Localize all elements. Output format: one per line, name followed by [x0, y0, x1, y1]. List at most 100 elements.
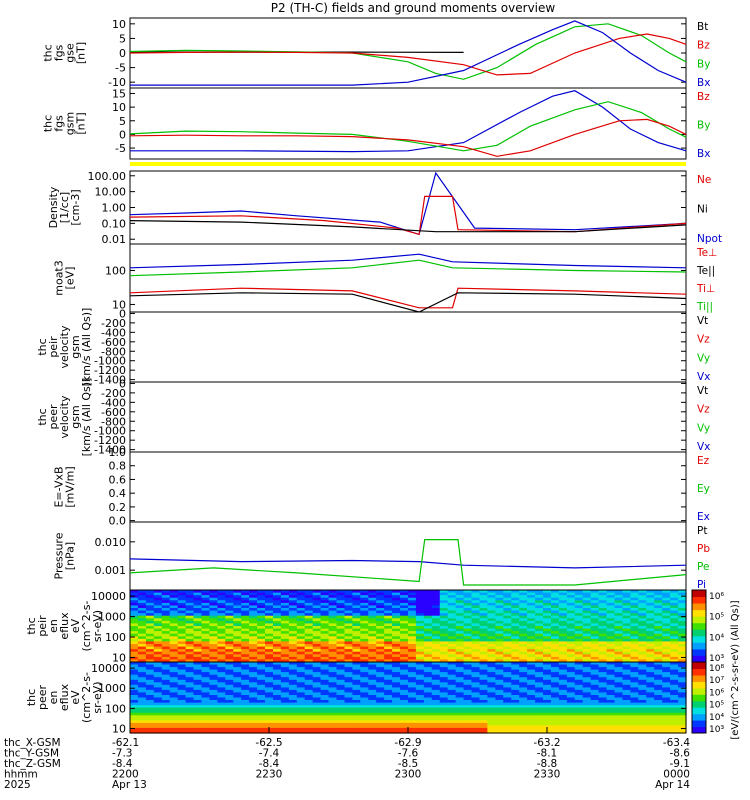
spectrogram-cell [630, 600, 639, 604]
spectrogram-cell [423, 610, 433, 614]
spectrogram-cell [233, 618, 242, 622]
spectrogram-cell [646, 608, 655, 612]
spectrogram-cell [511, 618, 520, 622]
spectrogram-cell [638, 677, 647, 681]
spectrogram-cell [447, 672, 457, 676]
spectrogram-cell [233, 672, 242, 676]
spectrogram-cell [471, 615, 480, 619]
y-tick-label: 10 [112, 723, 126, 736]
spectrogram-cell [233, 631, 242, 635]
spectrogram-cell [344, 651, 353, 655]
spectrogram-cell [209, 705, 218, 709]
spectrogram-cell [273, 707, 282, 711]
spectrogram-cell [558, 722, 568, 726]
spectrogram-cell [137, 727, 147, 731]
spectrogram-cell [455, 710, 465, 714]
spectrogram-cell [503, 725, 512, 729]
spectrogram-cell [622, 649, 631, 653]
spectrogram-cell [130, 697, 139, 701]
spectrogram-cell [638, 697, 647, 701]
y-tick-label: 1.0 [109, 446, 127, 459]
spectrogram-cell [614, 628, 623, 632]
spectrogram-cell [646, 674, 655, 678]
spectrogram-cell [249, 623, 258, 627]
spectrogram-cell [130, 646, 139, 650]
spectrogram-cell [455, 705, 465, 709]
spectrogram-cell [352, 682, 361, 686]
spectrogram-cell [455, 697, 465, 701]
spectrogram-cell [447, 590, 457, 594]
spectrogram-cell [646, 687, 655, 691]
spectrogram-cell [654, 602, 663, 607]
spectrogram-cell [463, 613, 473, 617]
spectrogram-cell [400, 626, 409, 630]
spectrogram-cell [582, 702, 592, 706]
spectrogram-cell [280, 592, 290, 596]
spectrogram-cell [678, 636, 687, 640]
spectrogram-cell [423, 715, 433, 719]
spectrogram-cell [678, 628, 687, 632]
spectrogram-cell [511, 674, 520, 678]
spectrogram-cell [654, 651, 663, 655]
spectrogram-cell [273, 700, 282, 704]
spectrogram-cell [415, 633, 425, 637]
spectrogram-cell [265, 672, 274, 676]
spectrogram-cell [328, 613, 338, 617]
spectrogram-cell [153, 626, 163, 630]
spectrogram-cell [280, 638, 290, 643]
spectrogram-cell [678, 649, 687, 653]
spectrogram-cell [360, 717, 369, 721]
spectrogram-cell [130, 687, 139, 691]
spectrogram-cell [590, 595, 600, 599]
spectrogram-cell [209, 730, 218, 734]
spectrogram-cell [638, 592, 647, 596]
spectrogram-cell [423, 646, 433, 650]
spectrogram-cell [455, 626, 465, 630]
spectrogram-cell [368, 674, 377, 678]
spectrogram-cell [662, 654, 671, 658]
spectrogram-cell [511, 687, 520, 691]
spectrogram-cell [479, 600, 488, 604]
spectrogram-cell [400, 620, 409, 625]
spectrogram-cell [304, 608, 314, 612]
spectrogram-cell [288, 649, 298, 653]
spectrogram-cell [670, 600, 679, 604]
spectrogram-cell [265, 636, 274, 640]
spectrogram-cell [273, 720, 282, 724]
spectrogram-cell [630, 720, 639, 724]
spectrogram-cell [408, 717, 417, 721]
spectrogram-cell [662, 672, 671, 676]
spectrogram-cell [336, 605, 345, 609]
spectrogram-cell [344, 689, 353, 693]
spectrogram-cell [392, 677, 401, 681]
spectrogram-cell [590, 715, 600, 719]
spectrogram-cell [320, 597, 330, 601]
spectrogram-cell [225, 725, 234, 729]
spectrogram-cell [455, 687, 465, 691]
spectrogram-cell [400, 659, 409, 663]
spectrogram-cell [447, 715, 457, 719]
spectrogram-cell [368, 722, 377, 726]
spectrogram-cell [137, 602, 147, 607]
spectrogram-cell [217, 646, 226, 650]
spectrogram-cell [598, 592, 608, 596]
spectrogram-cell [455, 646, 465, 650]
spectrogram-cell [511, 672, 520, 676]
spectrogram-cell [447, 602, 457, 607]
spectrogram-cell [598, 590, 608, 594]
spectrogram-cell [153, 674, 163, 678]
spectrogram-cell [384, 692, 393, 696]
spectrogram-cell [233, 605, 242, 609]
spectrogram-cell [614, 646, 623, 650]
spectrogram-cell [566, 702, 576, 706]
spectrogram-cell [455, 638, 465, 643]
spectrogram-cell [177, 684, 187, 688]
spectrogram-cell [233, 664, 242, 668]
spectrogram-cell [495, 638, 504, 643]
spectrogram-cell [431, 717, 441, 721]
spectrogram-cell [535, 626, 544, 630]
spectrogram-cell [678, 646, 687, 650]
spectrogram-cell [352, 600, 361, 604]
spectrogram-cell [241, 659, 250, 663]
spectrogram-cell [169, 695, 179, 699]
